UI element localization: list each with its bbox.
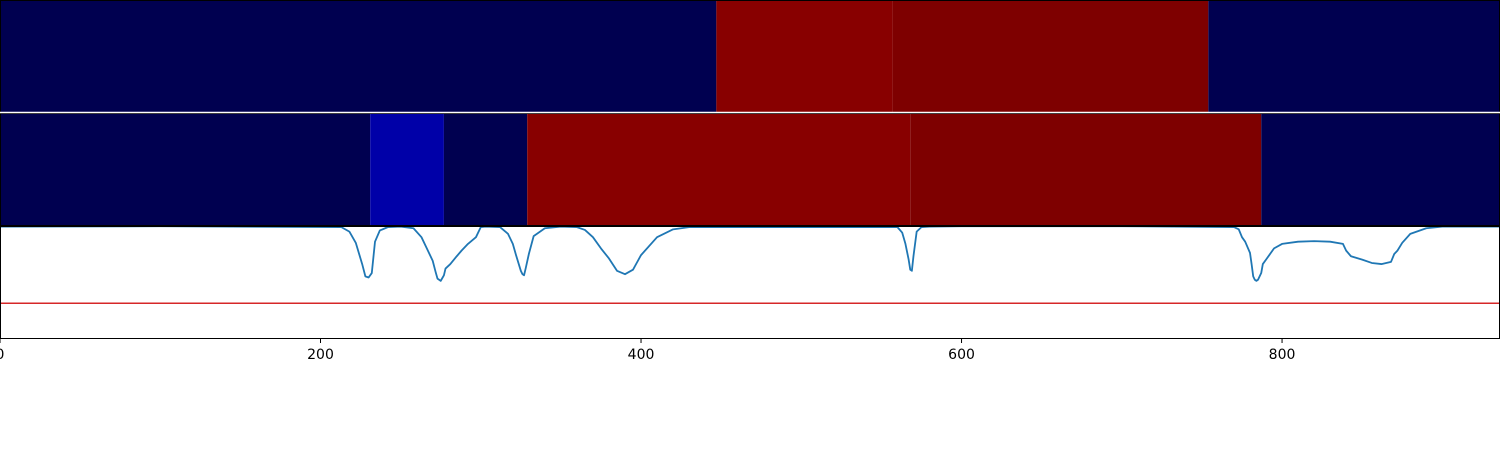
x-axis: 0 200 400 600 800 — [0, 338, 1295, 363]
x-tick-label: 400 — [628, 347, 655, 363]
heatmap-cell — [716, 1, 893, 112]
heatmap-row-2 — [0, 114, 1500, 225]
heatmap-cell — [910, 114, 1262, 225]
heatmap-cell — [0, 114, 371, 225]
heatmap-cell — [370, 114, 444, 225]
heatmap-cell — [527, 114, 911, 225]
line-panel-background — [0, 226, 1500, 338]
heatmap-rows — [0, 1, 1500, 225]
heatmap-cell — [1208, 1, 1500, 112]
x-tick-label: 0 — [0, 347, 4, 363]
heatmap-cell — [0, 1, 717, 112]
x-tick-label: 800 — [1269, 347, 1296, 363]
signal-line — [0, 225, 1500, 282]
heatmap-cell — [443, 114, 528, 225]
heatmap-row-1 — [0, 1, 1500, 112]
line-panel — [0, 225, 1500, 338]
heatmap-cell — [892, 1, 1209, 112]
x-tick-label: 200 — [307, 347, 334, 363]
x-tick-label: 600 — [948, 347, 975, 363]
heatmap-cell — [1261, 114, 1500, 225]
